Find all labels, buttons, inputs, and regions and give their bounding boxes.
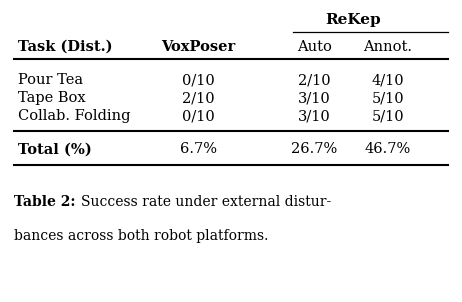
Text: 46.7%: 46.7% — [365, 143, 411, 156]
Text: VoxPoser: VoxPoser — [162, 40, 236, 54]
Text: Annot.: Annot. — [364, 40, 413, 54]
Text: ReKep: ReKep — [326, 13, 381, 27]
Text: 3/10: 3/10 — [298, 109, 330, 123]
Text: 6.7%: 6.7% — [180, 143, 217, 156]
Text: 2/10: 2/10 — [298, 73, 330, 87]
Text: Collab. Folding: Collab. Folding — [18, 109, 131, 123]
Text: 0/10: 0/10 — [182, 109, 215, 123]
Text: Pour Tea: Pour Tea — [18, 73, 84, 87]
Text: Table 2:: Table 2: — [14, 195, 75, 209]
Text: 4/10: 4/10 — [372, 73, 404, 87]
Text: Auto: Auto — [297, 40, 332, 54]
Text: bances across both robot platforms.: bances across both robot platforms. — [14, 229, 268, 243]
Text: Total (%): Total (%) — [18, 143, 92, 156]
Text: Task (Dist.): Task (Dist.) — [18, 40, 113, 54]
Text: Tape Box: Tape Box — [18, 91, 86, 105]
Text: 2/10: 2/10 — [182, 91, 215, 105]
Text: 5/10: 5/10 — [372, 109, 404, 123]
Text: 3/10: 3/10 — [298, 91, 330, 105]
Text: Success rate under external distur-: Success rate under external distur- — [81, 195, 331, 209]
Text: 0/10: 0/10 — [182, 73, 215, 87]
Text: 26.7%: 26.7% — [291, 143, 337, 156]
Text: 5/10: 5/10 — [372, 91, 404, 105]
